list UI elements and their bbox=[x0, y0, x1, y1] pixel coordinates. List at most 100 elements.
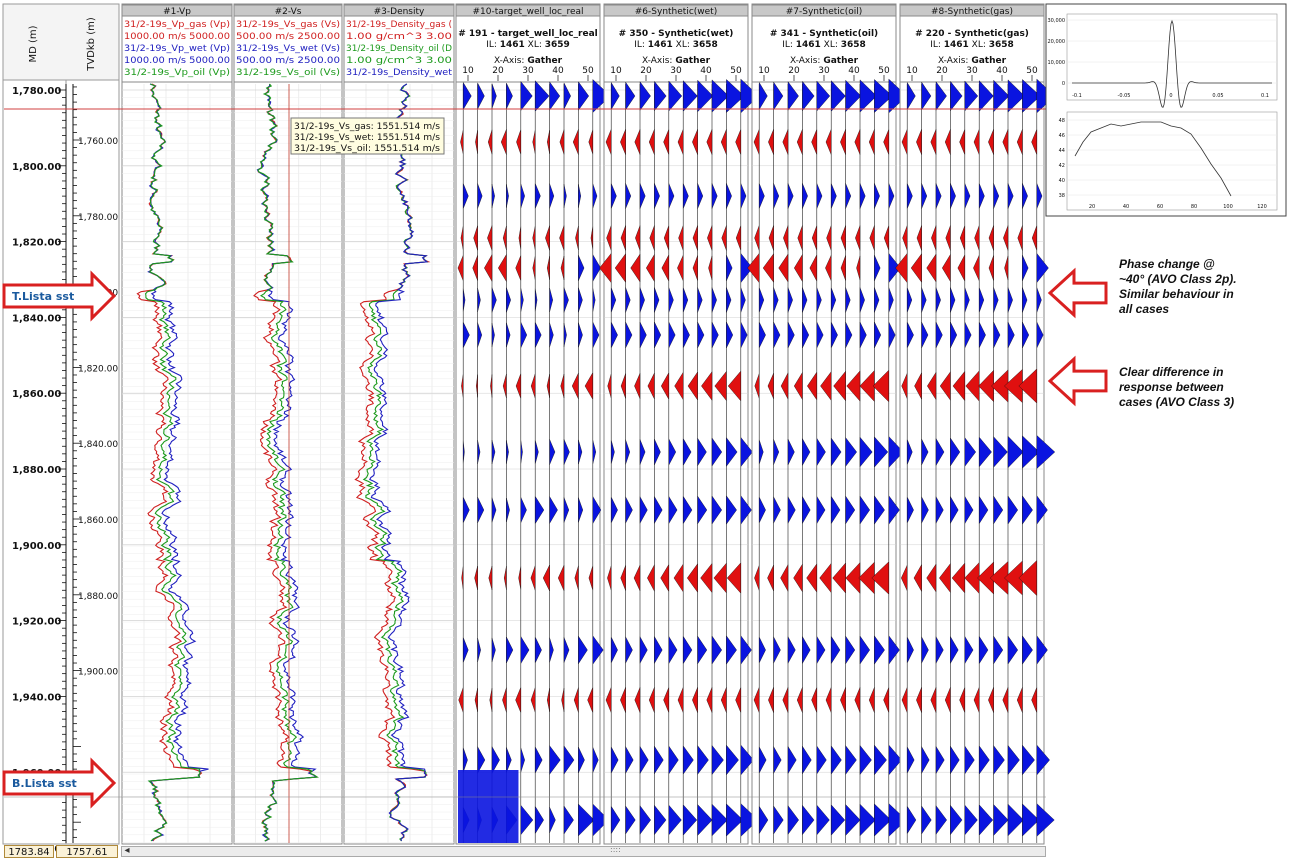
gather-wavelet-lobe bbox=[1031, 687, 1037, 713]
gather-wavelet-lobe bbox=[988, 687, 994, 713]
gather-axis-tick-label: 50 bbox=[730, 66, 742, 76]
tvd-cursor-readout: 1757.61 bbox=[56, 845, 118, 858]
gather-wavelet-lobe bbox=[973, 687, 980, 713]
gather-wavelet-lobe bbox=[678, 225, 684, 251]
gather-wavelet-lobe bbox=[964, 321, 972, 349]
gather-wavelet-lobe bbox=[578, 322, 583, 348]
gather-wavelet-lobe bbox=[1036, 495, 1048, 525]
gather-wavelet-lobe bbox=[1002, 129, 1009, 155]
gather-wavelet-lobe bbox=[707, 225, 713, 251]
gather-il-xl: IL: 1461 XL: 3658 bbox=[634, 40, 718, 50]
gather-wavelet-lobe bbox=[714, 370, 727, 402]
gather-wavelet-lobe bbox=[914, 372, 922, 400]
gather-wavelet-lobe bbox=[773, 81, 784, 111]
gather-wavelet-lobe bbox=[921, 438, 929, 466]
gather-axis-tick-label: 10 bbox=[758, 66, 770, 76]
gather-wavelet-lobe bbox=[663, 129, 669, 155]
gather-wavelet-lobe bbox=[654, 439, 661, 465]
gather-wavelet-lobe bbox=[907, 746, 915, 774]
gather-axis-tick-label: 30 bbox=[670, 66, 682, 76]
gather-wavelet-lobe bbox=[753, 129, 760, 155]
log-track-curve-label: 31/2-19s_Density_gas ( bbox=[346, 20, 452, 30]
gather-wavelet-lobe bbox=[611, 287, 617, 313]
gather-wavelet-lobe bbox=[888, 287, 894, 313]
gather-wavelet-lobe bbox=[726, 803, 744, 837]
gather-wavelet-lobe bbox=[840, 687, 846, 713]
vp-oil-curve bbox=[145, 83, 201, 842]
gather-wavelet-lobe bbox=[796, 687, 803, 713]
inset-bottom-xtick: 60 bbox=[1157, 204, 1163, 210]
gather-wavelet-lobe bbox=[883, 687, 889, 713]
gather-wavelet-lobe bbox=[477, 82, 485, 110]
gather-wavelet-lobe bbox=[477, 183, 483, 209]
gather-wavelet-lobe bbox=[563, 745, 575, 775]
gather-wavelet-lobe bbox=[654, 804, 667, 836]
horizontal-scrollbar[interactable]: ◂ :::: bbox=[121, 845, 1046, 857]
gather-wavelet-lobe bbox=[503, 566, 507, 590]
tvd-tick-label: 1,860.00 bbox=[78, 516, 118, 526]
gather-wavelet-lobe bbox=[759, 805, 769, 835]
gather-wavelet-lobe bbox=[759, 321, 766, 349]
gather-wavelet-lobe bbox=[607, 373, 612, 399]
gather-wavelet-lobe bbox=[549, 439, 556, 465]
gather-wavelet-lobe bbox=[620, 225, 626, 251]
gather-wavelet-lobe bbox=[683, 745, 694, 775]
gather-wavelet-lobe bbox=[993, 745, 1005, 775]
gather-wavelet-lobe bbox=[606, 225, 612, 251]
gather-wavelet-lobe bbox=[831, 183, 837, 209]
gather-wavelet-lobe bbox=[535, 183, 541, 209]
tvd-tick-label: 1,880.00 bbox=[78, 592, 118, 602]
gather-wavelet-lobe bbox=[592, 183, 598, 209]
gather-wavelet-lobe bbox=[611, 439, 615, 465]
scrollbar-grip[interactable]: :::: bbox=[610, 845, 621, 854]
gather-wavelet-lobe bbox=[1022, 435, 1040, 469]
gather-wavelet-lobe bbox=[720, 129, 727, 155]
gather-wavelet-lobe bbox=[979, 321, 986, 349]
gather-wavelet-lobe bbox=[502, 373, 507, 399]
gather-wavelet-lobe bbox=[1036, 321, 1044, 349]
inset-top-xtick: 0.1 bbox=[1261, 93, 1269, 99]
gather-wavelet-lobe bbox=[845, 635, 856, 665]
gather-wavelet-lobe bbox=[708, 255, 713, 281]
gather-wavelet-lobe bbox=[549, 322, 554, 348]
gather-wavelet-lobe bbox=[663, 225, 669, 251]
annotation-clear-difference: Clear difference in response between cas… bbox=[1119, 365, 1284, 410]
il-value: 1461 bbox=[944, 40, 969, 50]
marker-t-lista: T.Lista sst bbox=[2, 270, 117, 322]
gather-wavelet-lobe bbox=[635, 225, 641, 251]
gather-wavelet-lobe bbox=[683, 183, 689, 209]
gather-wavelet-lobe bbox=[518, 226, 521, 250]
gather-wavelet-lobe bbox=[787, 495, 796, 525]
gather-wavelet-lobe bbox=[859, 803, 876, 837]
gather-wavelet-lobe bbox=[578, 803, 595, 837]
inset-bottom-ytick: 44 bbox=[1059, 148, 1065, 154]
gather-wavelet-lobe bbox=[520, 440, 523, 464]
gather-axis-tick-label: 40 bbox=[700, 66, 712, 76]
tvd-tick-label: 1,900.00 bbox=[78, 668, 118, 678]
gather-wavelet-lobe bbox=[611, 636, 618, 664]
gather-wavelet-lobe bbox=[475, 130, 478, 154]
gather-wavelet-lobe bbox=[888, 744, 902, 776]
scroll-left-button[interactable]: ◂ bbox=[124, 845, 130, 856]
gather-wavelet-lobe bbox=[888, 435, 904, 469]
xl-prefix: XL: bbox=[821, 40, 841, 50]
gather-wavelet-lobe bbox=[759, 636, 766, 664]
gather-wavelet-lobe bbox=[463, 183, 469, 209]
gather-wavelet-lobe bbox=[549, 81, 561, 111]
gather-wavelet-lobe bbox=[648, 129, 655, 155]
md-cursor-readout: 1783.84 bbox=[4, 845, 54, 858]
inset-top-ytick: 10,000 bbox=[1048, 60, 1066, 66]
gather-wavelet-lobe bbox=[559, 129, 565, 155]
gather-wavelet-lobe bbox=[575, 226, 579, 250]
gather-wavelet-lobe bbox=[460, 130, 464, 154]
gather-wavelet-lobe bbox=[654, 321, 662, 349]
gather-wavelet-lobe bbox=[859, 436, 873, 468]
gather-wavelet-lobe bbox=[740, 744, 754, 776]
md-tick-label: 1,860.00 bbox=[12, 389, 61, 400]
gather-wavelet-lobe bbox=[859, 183, 866, 209]
gather-wavelet-lobe bbox=[692, 225, 698, 251]
gather-subtitle: # 220 - Synthetic(gas) bbox=[915, 29, 1029, 39]
gather-wavelet-lobe bbox=[491, 497, 497, 523]
gather-wavelet-lobe bbox=[633, 565, 641, 591]
gather-wavelet-lobe bbox=[578, 635, 588, 665]
